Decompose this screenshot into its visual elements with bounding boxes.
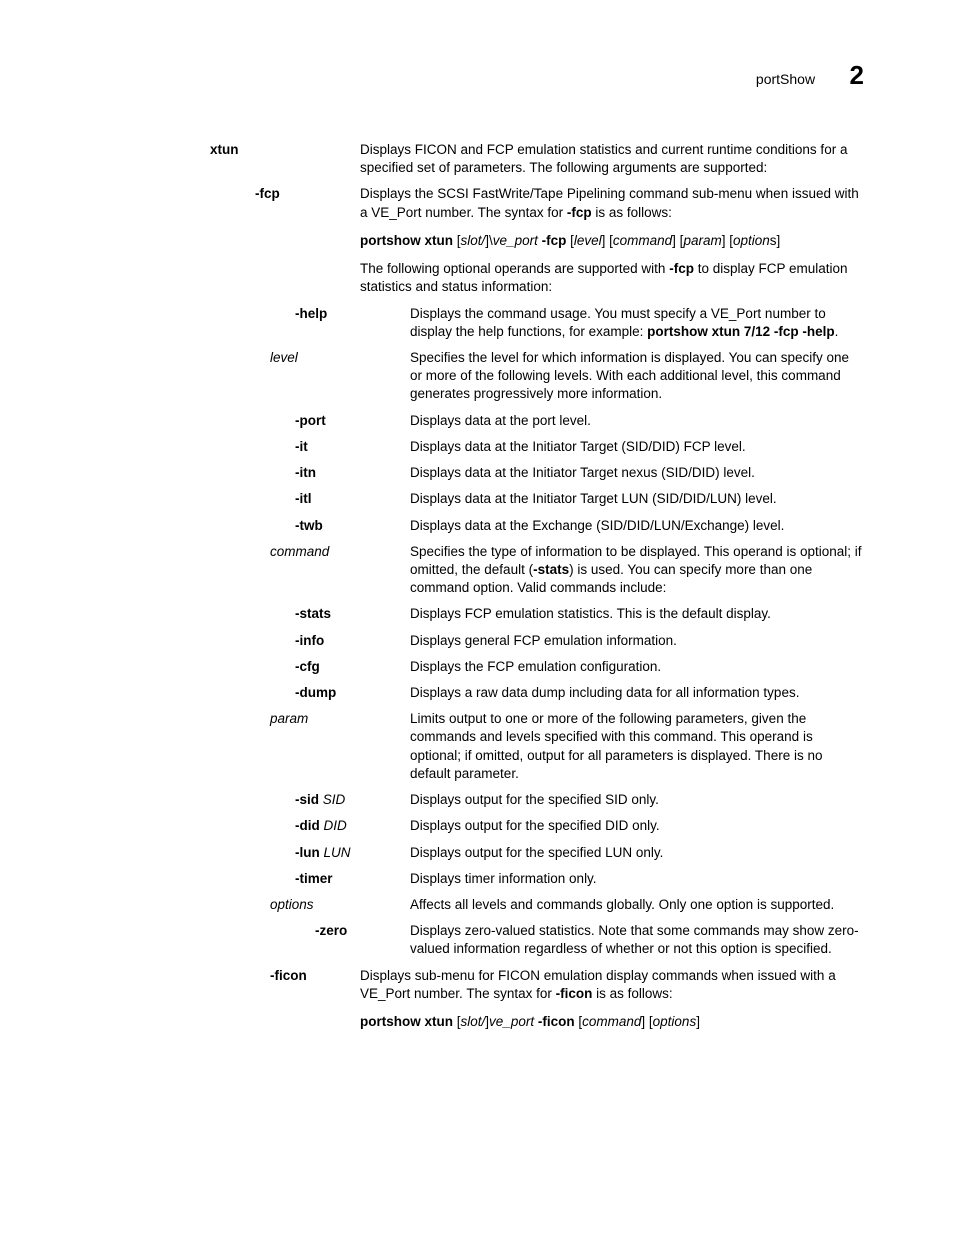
definition-row: commandSpecifies the type of information… (90, 543, 864, 598)
description: Affects all levels and commands globally… (410, 896, 864, 914)
term: -dump (295, 684, 410, 702)
definition-row: The following optional operands are supp… (90, 260, 864, 296)
description: Displays data at the Initiator Target (S… (410, 438, 864, 456)
header-chapter-number: 2 (850, 60, 864, 91)
term: -ficon (270, 967, 360, 1003)
description: portshow xtun [slot/]ve_port -ficon [com… (360, 1013, 864, 1031)
definition-row: xtunDisplays FICON and FCP emulation sta… (90, 141, 864, 177)
term: -info (295, 632, 410, 650)
term: -stats (295, 605, 410, 623)
term: -it (295, 438, 410, 456)
definition-row: -did DIDDisplays output for the specifie… (90, 817, 864, 835)
term: level (270, 349, 410, 404)
description: Displays a raw data dump including data … (410, 684, 864, 702)
term: -port (295, 412, 410, 430)
definition-row: -portDisplays data at the port level. (90, 412, 864, 430)
definition-row: -itDisplays data at the Initiator Target… (90, 438, 864, 456)
definition-row: paramLimits output to one or more of the… (90, 710, 864, 783)
definition-row: -ficonDisplays sub-menu for FICON emulat… (90, 967, 864, 1003)
description: Displays data at the Exchange (SID/DID/L… (410, 517, 864, 535)
description: Displays FICON and FCP emulation statist… (360, 141, 864, 177)
description: Displays sub-menu for FICON emulation di… (360, 967, 864, 1003)
term: -zero (315, 922, 410, 958)
definition-row: levelSpecifies the level for which infor… (90, 349, 864, 404)
definition-row: -dumpDisplays a raw data dump including … (90, 684, 864, 702)
definition-row: -timerDisplays timer information only. (90, 870, 864, 888)
description: Displays output for the specified DID on… (410, 817, 864, 835)
definition-row: -helpDisplays the command usage. You mus… (90, 305, 864, 341)
description: Specifies the level for which informatio… (410, 349, 864, 404)
description: Displays timer information only. (410, 870, 864, 888)
description: Displays data at the port level. (410, 412, 864, 430)
description: Displays FCP emulation statistics. This … (410, 605, 864, 623)
term: -sid SID (295, 791, 410, 809)
term: xtun (210, 141, 360, 177)
description: Displays the SCSI FastWrite/Tape Pipelin… (360, 185, 864, 221)
description: Limits output to one or more of the foll… (410, 710, 864, 783)
term: -itl (295, 490, 410, 508)
definition-row: portshow xtun [slot/]\ve_port -fcp [leve… (90, 232, 864, 250)
term: -lun LUN (295, 844, 410, 862)
definition-row: -fcpDisplays the SCSI FastWrite/Tape Pip… (90, 185, 864, 221)
description: Displays data at the Initiator Target LU… (410, 490, 864, 508)
term: -twb (295, 517, 410, 535)
description: portshow xtun [slot/]\ve_port -fcp [leve… (360, 232, 864, 250)
page-header: portShow 2 (90, 60, 864, 91)
definition-row: -lun LUNDisplays output for the specifie… (90, 844, 864, 862)
definition-row: -twbDisplays data at the Exchange (SID/D… (90, 517, 864, 535)
definition-row: -infoDisplays general FCP emulation info… (90, 632, 864, 650)
definition-list: xtunDisplays FICON and FCP emulation sta… (90, 141, 864, 1031)
term: options (270, 896, 410, 914)
header-title: portShow (756, 71, 815, 87)
description: Displays output for the specified SID on… (410, 791, 864, 809)
term: -cfg (295, 658, 410, 676)
description: Displays output for the specified LUN on… (410, 844, 864, 862)
description: Specifies the type of information to be … (410, 543, 864, 598)
term: -did DID (295, 817, 410, 835)
definition-row: -itlDisplays data at the Initiator Targe… (90, 490, 864, 508)
description: Displays the FCP emulation configuration… (410, 658, 864, 676)
term: param (270, 710, 410, 783)
description: Displays data at the Initiator Target ne… (410, 464, 864, 482)
term: command (270, 543, 410, 598)
definition-row: -statsDisplays FCP emulation statistics.… (90, 605, 864, 623)
definition-row: -zeroDisplays zero-valued statistics. No… (90, 922, 864, 958)
description: Displays the command usage. You must spe… (410, 305, 864, 341)
definition-row: optionsAffects all levels and commands g… (90, 896, 864, 914)
definition-row: -cfgDisplays the FCP emulation configura… (90, 658, 864, 676)
term: -fcp (255, 185, 360, 221)
term: -itn (295, 464, 410, 482)
document-page: portShow 2 xtunDisplays FICON and FCP em… (0, 0, 954, 1235)
definition-row: -itnDisplays data at the Initiator Targe… (90, 464, 864, 482)
definition-row: -sid SIDDisplays output for the specifie… (90, 791, 864, 809)
description: Displays general FCP emulation informati… (410, 632, 864, 650)
term: -help (295, 305, 410, 341)
definition-row: portshow xtun [slot/]ve_port -ficon [com… (90, 1013, 864, 1031)
term: -timer (295, 870, 410, 888)
description: Displays zero-valued statistics. Note th… (410, 922, 864, 958)
description: The following optional operands are supp… (360, 260, 864, 296)
